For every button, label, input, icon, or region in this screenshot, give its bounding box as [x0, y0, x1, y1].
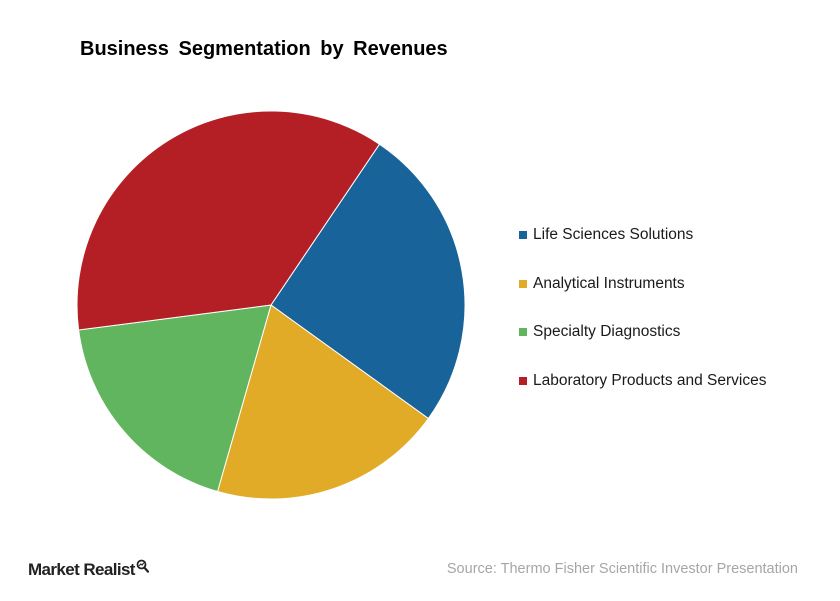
chart-title: Business Segmentation by Revenues [80, 38, 448, 60]
pie-slice-specialty-diagnostics [78, 304, 272, 493]
brand-name: Market Realist [28, 560, 135, 579]
magnifier-icon [136, 559, 149, 573]
legend-label: Laboratory Products and Services [533, 371, 767, 389]
legend-swatch [519, 328, 527, 336]
legend-item: Analytical Instruments [519, 273, 766, 295]
legend-swatch [519, 279, 527, 288]
legend-item: Specialty Diagnostics [519, 321, 766, 343]
legend-swatch [519, 376, 527, 385]
brand-logo: Market Realist [28, 559, 149, 580]
pie-slice-analytical-instruments [216, 304, 430, 500]
pie-slice-laboratory-products-and-services [76, 110, 381, 331]
chart-legend: Life Sciences Solutions Analytical Instru… [519, 224, 766, 418]
legend-item: Life Sciences Solutions [519, 224, 766, 246]
legend-swatch [519, 231, 527, 239]
legend-label: Life Sciences Solutions [533, 226, 694, 243]
pie-slice-life-sciences-solutions [270, 143, 466, 420]
legend-label: Analytical Instruments [533, 274, 685, 292]
legend-item: Laboratory Products and Services [519, 370, 766, 392]
source-note: Source: Thermo Fisher Scientific Investo… [446, 561, 798, 577]
legend-label: Specialty Diagnostics [533, 323, 681, 340]
